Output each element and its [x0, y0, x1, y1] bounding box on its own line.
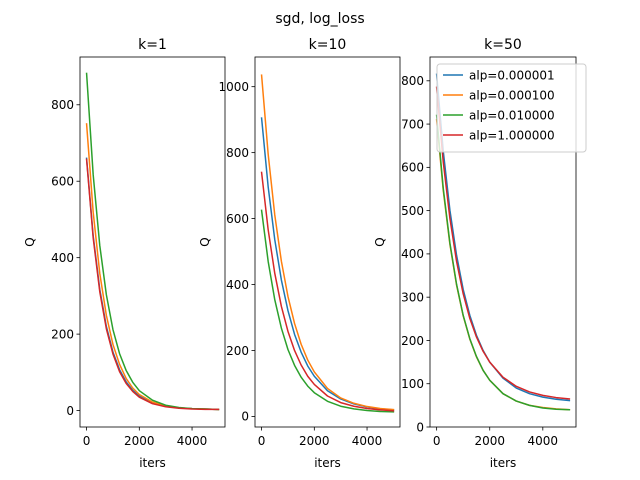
x-tick-label: 4000: [352, 434, 383, 448]
axes-frame: [429, 56, 577, 428]
y-tick-label: 800: [401, 74, 424, 88]
axes-frame: [79, 56, 226, 428]
x-tick-label: 0: [258, 434, 266, 448]
y-tick-label: 0: [241, 410, 249, 424]
legend-entry: alp=0.010000: [469, 108, 555, 122]
y-tick-label: 1000: [218, 80, 249, 94]
x-axis-label: iters: [314, 456, 341, 470]
series-line-3: [435, 114, 571, 411]
x-axis-label: iters: [490, 456, 517, 470]
series-line-3: [260, 209, 395, 413]
legend-entry: alp=1.000000: [469, 128, 555, 142]
x-axis-label: iters: [139, 456, 166, 470]
y-axis-label: Q: [198, 237, 212, 246]
series-line-4: [435, 86, 571, 400]
y-tick-label: 200: [226, 344, 249, 358]
subplot-1: 0 2000 4000 0 200 400 600 800 k=1 iters Q: [23, 37, 226, 470]
y-tick-label: 200: [401, 334, 424, 348]
y-tick-label: 400: [401, 247, 424, 261]
y-tick-label: 300: [401, 290, 424, 304]
legend-box: [436, 63, 587, 153]
y-tick-label: 0: [66, 404, 74, 418]
series-line-4: [260, 171, 395, 412]
y-tick-label: 200: [51, 327, 74, 341]
series-line-4: [85, 158, 220, 411]
y-tick-label: 700: [401, 117, 424, 131]
y-tick-label: 600: [401, 161, 424, 175]
y-tick-label: 800: [226, 146, 249, 160]
x-tick-label: 2000: [474, 434, 505, 448]
subplot-title: k=50: [484, 37, 522, 53]
subplot-3: 0 2000 4000 0 100 200 300 400 500 600 700 800 k=50 it…: [373, 37, 587, 470]
y-tick-label: 400: [226, 278, 249, 292]
y-axis-label: Q: [373, 237, 387, 246]
x-tick-label: 2000: [124, 434, 155, 448]
subplot-title: k=10: [309, 37, 347, 53]
series-line-2: [85, 123, 220, 411]
series-lines: [435, 73, 571, 411]
y-tick-label: 600: [226, 212, 249, 226]
series-line-2: [260, 74, 395, 411]
y-tick-label: 500: [401, 204, 424, 218]
x-tick-label: 4000: [528, 434, 559, 448]
x-tick-label: 0: [433, 434, 441, 448]
y-tick-label: 0: [416, 420, 424, 434]
figure-suptitle: sgd, log_loss: [275, 11, 364, 27]
y-tick-label: 800: [51, 98, 74, 112]
subplot-2: 0 2000 4000 0 200 400 600 800 1000 k=10 iters Q: [198, 37, 401, 470]
subplot-title: k=1: [138, 37, 167, 53]
y-tick-label: 100: [401, 377, 424, 391]
x-tick-label: 0: [83, 434, 91, 448]
legend-entry: alp=0.000100: [469, 88, 555, 102]
x-tick-label: 4000: [177, 434, 208, 448]
y-tick-label: 400: [51, 251, 74, 265]
legend-entry: alp=0.000001: [469, 68, 555, 82]
series-lines: [260, 74, 395, 413]
axes-frame: [254, 56, 401, 428]
y-axis-label: Q: [23, 237, 37, 246]
legend: alp=0.000001 alp=0.000100 alp=0.010000 alp=…: [436, 63, 587, 153]
series-line-1: [85, 157, 220, 411]
x-tick-label: 2000: [299, 434, 330, 448]
series-lines: [85, 72, 220, 411]
y-tick-label: 600: [51, 175, 74, 189]
